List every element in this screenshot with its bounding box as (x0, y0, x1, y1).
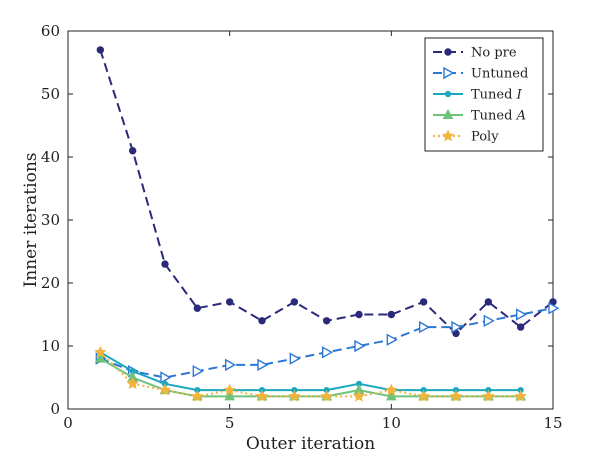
legend-label: Untuned (471, 67, 528, 82)
legend-label-main: Tuned (471, 109, 517, 124)
data-point-untuned (257, 358, 269, 372)
data-point-poly (320, 389, 333, 402)
data-point-untuned (483, 314, 495, 327)
x-tick-label: 0 (63, 414, 73, 432)
y-tick-label: 40 (41, 148, 60, 166)
x-tick-label: 10 (382, 414, 401, 432)
data-point-no-pre (258, 317, 266, 325)
data-point-poly (223, 383, 236, 396)
data-point-poly (417, 389, 430, 402)
data-point-no-pre (516, 323, 525, 331)
data-point-tuned-a (224, 390, 235, 401)
legend-entry-poly: Poly (433, 130, 499, 145)
data-point-poly (385, 383, 398, 396)
legend-swatch-marker (444, 90, 452, 98)
x-axis-label: Outer iteration (246, 434, 375, 454)
axes: 0 5 10 15 0 10 20 30 40 50 60 (41, 22, 563, 432)
legend-label-italic: I (516, 88, 523, 103)
data-point-no-pre (484, 298, 493, 306)
legend-label: Tuned A (471, 109, 526, 124)
y-tick-label: 30 (41, 211, 60, 229)
data-point-poly (288, 389, 301, 402)
series-line-poly (99, 351, 521, 398)
data-point-no-pre (419, 298, 428, 306)
data-point-no-pre (161, 260, 169, 268)
y-tick-label: 50 (41, 85, 60, 103)
data-point-no-pre (225, 298, 234, 306)
data-point-untuned (548, 302, 560, 315)
x-tick-label: 15 (543, 414, 562, 432)
data-point-poly (126, 377, 139, 390)
data-point-poly (352, 389, 366, 402)
data-point-untuned (289, 352, 301, 365)
data-point-untuned (224, 358, 237, 372)
data-point-no-pre (355, 310, 363, 319)
data-point-untuned (192, 365, 204, 378)
data-point-poly (514, 389, 527, 402)
data-point-no-pre (128, 147, 137, 155)
series-poly (94, 345, 527, 402)
legend-label: Poly (471, 130, 499, 145)
legend-entry-tuned-a: Tuned A (433, 109, 526, 124)
data-point-untuned (160, 371, 172, 384)
data-point-no-pre (96, 46, 105, 54)
legend-label-italic: A (516, 109, 526, 124)
series-layer (94, 46, 560, 402)
series-no-pre (96, 46, 557, 338)
data-point-untuned (451, 320, 463, 334)
data-point-tuned-a (386, 390, 397, 401)
legend-label: Tuned I (471, 88, 523, 103)
legend-label: No pre (471, 46, 517, 61)
data-point-poly (94, 345, 107, 358)
data-point-untuned (418, 320, 431, 334)
data-point-untuned (386, 333, 398, 346)
data-point-untuned (515, 308, 528, 321)
data-point-no-pre (322, 317, 331, 325)
data-point-poly (158, 383, 172, 396)
legend-swatch-marker (442, 108, 454, 119)
y-tick-label: 20 (41, 274, 60, 292)
data-point-untuned (354, 339, 366, 353)
y-tick-label: 0 (50, 400, 60, 418)
legend-swatch-marker (444, 48, 452, 56)
data-point-poly (482, 389, 495, 402)
legend-entry-tuned-i: Tuned I (433, 88, 523, 103)
data-point-no-pre (387, 310, 396, 319)
series-untuned (95, 302, 560, 384)
data-point-poly (449, 389, 463, 402)
data-point-poly (255, 389, 269, 402)
data-point-untuned (321, 346, 334, 359)
y-tick-label: 10 (41, 337, 60, 355)
legend-label-main: Tuned (471, 88, 517, 103)
legend-entry-untuned: Untuned (433, 67, 528, 82)
data-point-tuned-a (95, 352, 106, 363)
data-point-no-pre (193, 304, 202, 312)
y-axis-label: Inner iterations (21, 153, 41, 288)
data-point-no-pre (290, 298, 299, 306)
data-point-poly (191, 389, 204, 402)
x-tick-label: 5 (225, 414, 235, 432)
legend-swatch-marker (443, 66, 455, 80)
legend-entry-no-pre: No pre (433, 46, 517, 61)
y-tick-label: 60 (41, 22, 60, 40)
series-line-tuned-i (99, 351, 521, 392)
legend-swatch-marker (441, 129, 455, 142)
